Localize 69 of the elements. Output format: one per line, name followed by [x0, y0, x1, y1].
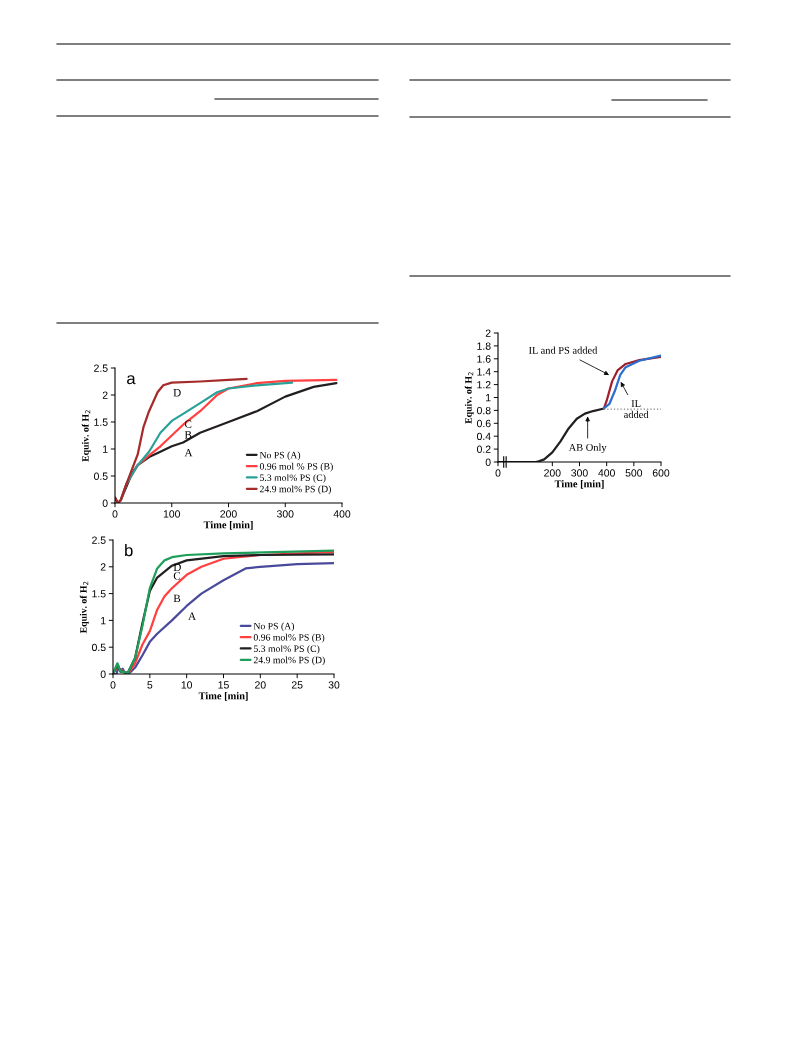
y-tick-label: 0.6 [476, 419, 491, 428]
y-tick-label: 0.5 [93, 472, 108, 480]
x-tick-label: 300 [276, 510, 294, 518]
y-tick-label: 1 [101, 617, 106, 625]
annotation: B [184, 431, 192, 439]
y-tick-label: 1.8 [477, 342, 491, 350]
y-tick-label: 2.5 [94, 364, 108, 372]
y-tick-label: 0.4 [476, 432, 491, 441]
y-tick-label: 1.5 [92, 590, 106, 598]
annotation: b [125, 544, 133, 557]
x-tick-label: 300 [571, 469, 588, 477]
annotation: AB Only [568, 443, 607, 454]
x-tick-label: 25 [291, 681, 303, 689]
x-tick-label: 400 [333, 510, 351, 518]
legend-label: No PS (A) [259, 451, 301, 461]
legend-label: 24.9 mol% PS (D) [259, 485, 331, 495]
y-tick-label: 0 [102, 499, 108, 507]
y-tick-label: 2.5 [92, 536, 106, 544]
x-tick-label: 5 [147, 681, 153, 689]
annotation: IL and PS added [528, 346, 598, 354]
y-tick-label: 2 [485, 329, 491, 337]
legend-label: 5.3 mol% PS (C) [260, 474, 326, 483]
legend-label: 5.3 mol% PS (C) [253, 645, 320, 654]
y-tick-label: 2 [100, 563, 106, 571]
y-tick-label: 0 [485, 458, 491, 466]
y-tick-label: 1.4 [477, 368, 491, 376]
y-tick-label: 2 [102, 391, 108, 399]
line-series [115, 377, 248, 503]
y-tick-label: 0.8 [476, 406, 491, 415]
legend-label: No PS (A) [253, 622, 295, 632]
y-tick-label: 1 [486, 394, 491, 402]
legend-label: 0.96 mol% PS (B) [253, 633, 325, 643]
annotation: a [127, 375, 136, 385]
x-tick-label: 600 [652, 469, 670, 477]
y-tick-label: 0.5 [91, 643, 106, 652]
y-axis-title: Equiv. of H$_{2}$ [464, 372, 474, 424]
x-tick-label: 15 [218, 681, 229, 689]
annotation: C [173, 572, 181, 580]
x-tick-label: 100 [163, 510, 181, 518]
annotation: D [173, 389, 181, 397]
x-axis-title: Time [min] [203, 521, 253, 530]
y-axis-title: Equiv. of H$_{2}$ [81, 410, 91, 462]
y-tick-label: 1.2 [477, 381, 491, 389]
x-tick-label: 0 [495, 469, 501, 477]
x-axis-title: Time [min] [198, 692, 248, 701]
legend-label: 0.96 mol % PS (B) [259, 462, 333, 472]
y-tick-label: 1.6 [477, 355, 491, 363]
x-tick-label: 0 [110, 681, 116, 689]
x-tick-label: 400 [598, 469, 615, 477]
x-tick-label: 30 [328, 681, 340, 689]
x-tick-label: 20 [255, 681, 266, 689]
y-tick-label: 1.5 [94, 418, 108, 426]
y-tick-label: 0 [100, 670, 106, 678]
x-axis-title: Time [min] [554, 480, 604, 489]
annotation: D [173, 563, 181, 571]
x-tick-label: 500 [625, 469, 643, 477]
x-tick-label: 10 [181, 681, 193, 689]
y-axis-title: Equiv. of H$_{2}$ [79, 581, 89, 634]
x-tick-label: 200 [220, 510, 237, 518]
annotation: C [184, 420, 192, 428]
x-tick-label: 200 [544, 469, 561, 477]
annotation: B [173, 594, 181, 603]
y-tick-label: 1 [103, 445, 108, 453]
annotation: A [188, 612, 196, 620]
annotation: IL added [624, 400, 649, 419]
legend-label: 24.9 mol% PS (D) [253, 656, 325, 666]
x-tick-label: 0 [112, 510, 118, 518]
y-tick-label: 0.2 [476, 445, 491, 453]
annotation: A [184, 448, 193, 457]
